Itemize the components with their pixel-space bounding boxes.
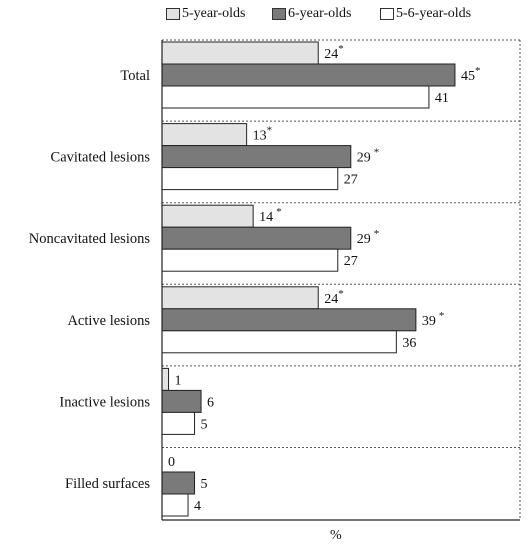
legend: 5-year-olds 6-year-olds 5-6-year-olds xyxy=(0,6,531,26)
legend-label: 5-year-olds xyxy=(182,6,246,21)
data-label: 1 xyxy=(175,373,182,388)
legend-item-5-6-year-olds: 5-6-year-olds xyxy=(380,6,471,22)
data-label: 4 xyxy=(194,499,201,514)
legend-swatch-5-6-year-olds xyxy=(380,8,394,20)
bar xyxy=(161,493,189,517)
legend-label: 6-year-olds xyxy=(288,6,352,21)
bar xyxy=(161,63,456,87)
data-label: 41 xyxy=(435,91,449,106)
legend-item-6-year-olds: 6-year-olds xyxy=(272,6,351,22)
data-label: 29 * xyxy=(357,147,380,166)
bar xyxy=(161,226,352,250)
bar xyxy=(161,41,319,65)
bar xyxy=(161,145,352,169)
bar xyxy=(161,248,339,272)
data-label: 13* xyxy=(253,125,273,144)
bar xyxy=(161,286,319,310)
data-label: 45* xyxy=(461,65,481,84)
data-label: 0 xyxy=(168,455,175,470)
category-label: Filled surfaces xyxy=(65,476,150,492)
data-label: 24* xyxy=(324,43,344,62)
bar xyxy=(161,471,196,495)
category-label: Cavitated lesions xyxy=(51,150,151,166)
bar xyxy=(161,308,417,332)
category-label: Noncavitated lesions xyxy=(29,231,151,247)
bar xyxy=(161,411,196,435)
data-label: 6 xyxy=(207,395,214,410)
data-label: 27 xyxy=(344,173,358,188)
data-label: 36 xyxy=(402,336,416,351)
bar xyxy=(161,204,254,228)
legend-label: 5-6-year-olds xyxy=(396,6,472,21)
data-label: 24* xyxy=(324,288,344,307)
data-label: 14 * xyxy=(259,206,282,225)
bar xyxy=(161,389,202,413)
bar xyxy=(161,123,248,147)
data-label: 39 * xyxy=(422,310,445,329)
category-label: Total xyxy=(120,68,150,84)
data-label: 5 xyxy=(201,417,208,432)
legend-swatch-5-year-olds xyxy=(166,8,180,20)
data-label: 27 xyxy=(344,254,358,269)
bar xyxy=(161,330,397,354)
legend-item-5-year-olds: 5-year-olds xyxy=(166,6,245,22)
x-axis-label: % xyxy=(330,528,342,543)
legend-swatch-6-year-olds xyxy=(272,8,286,20)
bar xyxy=(161,367,170,391)
bar xyxy=(161,85,430,109)
bar xyxy=(161,167,339,191)
category-label: Active lesions xyxy=(67,313,150,329)
data-label: 29 * xyxy=(357,228,380,247)
data-label: 5 xyxy=(201,477,208,492)
category-label: Inactive lesions xyxy=(59,394,150,410)
